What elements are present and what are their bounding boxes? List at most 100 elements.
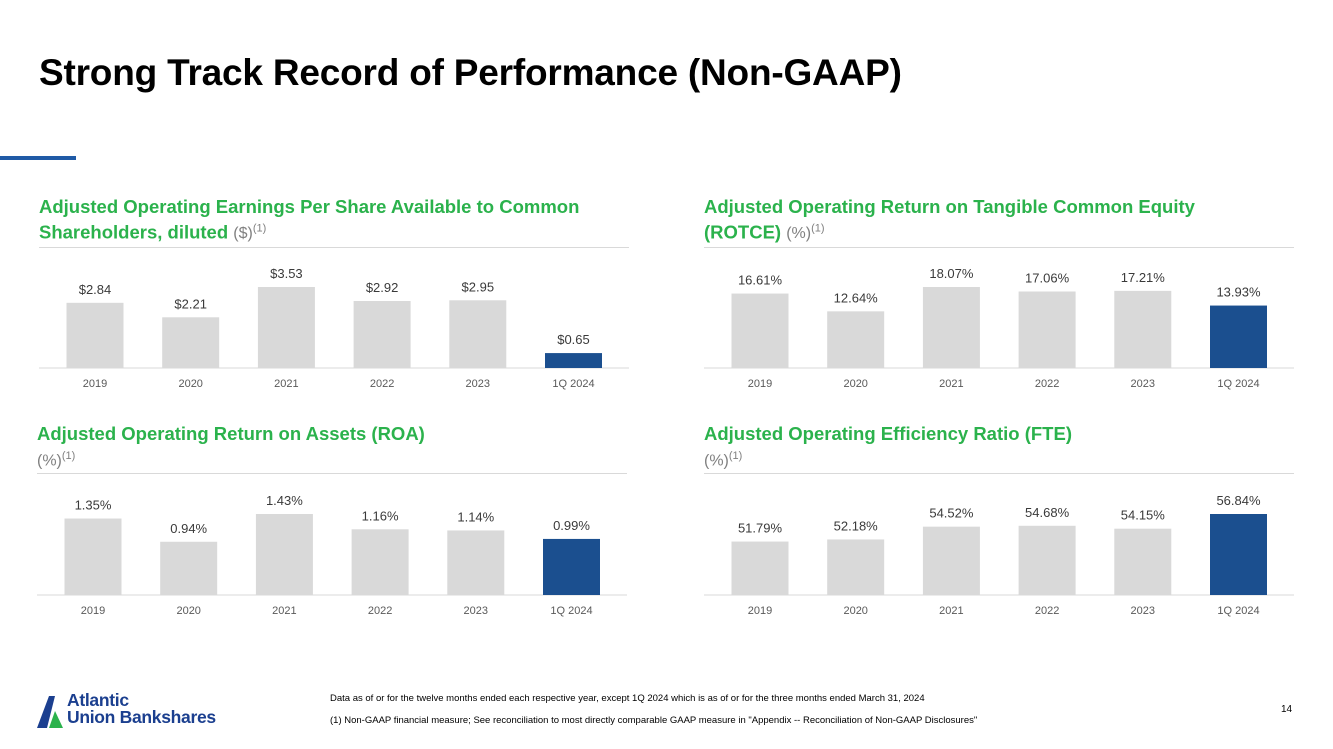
roa-x-tick-label: 2020	[176, 605, 200, 617]
rotce-chart-unit-text: (%)	[786, 225, 812, 243]
rotce-x-tick-label: 2019	[748, 378, 772, 390]
roa-chart-unit: (%)(1)	[37, 445, 627, 472]
efficiency-chart-footnote-marker: (1)	[728, 450, 743, 462]
efficiency-chart-title-text: Adjusted Operating Efficiency Ratio (FTE…	[704, 423, 1072, 444]
rotce-data-label: 16.61%	[738, 273, 783, 288]
eps-bar-2019	[66, 302, 124, 368]
roa-x-tick-label: 2023	[464, 605, 488, 617]
rotce-chart-title-text: Adjusted Operating Return on Tangible Co…	[704, 196, 1195, 243]
roa-bar-2021	[255, 514, 313, 595]
roa-chart-title: Adjusted Operating Return on Assets (ROA…	[37, 423, 627, 472]
eps-bar-2020	[162, 317, 220, 368]
roa-chart-footnote-marker: (1)	[61, 450, 76, 462]
rotce-x-tick-label: 2023	[1131, 378, 1155, 390]
atlantic-union-logo: Atlantic Union Bankshares	[37, 691, 267, 731]
roa-chart: Adjusted Operating Return on Assets (ROA…	[37, 423, 627, 623]
page-number: 14	[1281, 704, 1293, 715]
roa-data-label: 1.35%	[75, 498, 112, 513]
efficiency-data-label: 51.79%	[738, 521, 783, 536]
accent-rule	[0, 156, 76, 160]
eps-data-label: $3.53	[270, 266, 303, 281]
roa-x-tick-label: 2021	[272, 605, 296, 617]
rotce-bar-1q-2024	[1210, 305, 1267, 368]
eps-bar-2023	[449, 300, 507, 368]
roa-chart-plot: 1.35% 2019 0.94% 2020 1.43% 2021 1.16% 2022 1.14…	[37, 493, 627, 617]
logo-line-2: Union Bankshares	[67, 707, 216, 727]
eps-x-tick-label: 2023	[466, 378, 490, 390]
eps-chart-plot: $2.84 2019 $2.21 2020 $3.53 2021 $2.92 2022 $2.9…	[39, 266, 629, 390]
roa-bar-2023	[447, 530, 505, 595]
roa-data-label: 1.16%	[362, 508, 399, 523]
roa-x-tick-label: 1Q 2024	[550, 605, 592, 617]
efficiency-chart-unit-text: (%)	[704, 452, 729, 470]
roa-bar-1q-2024	[543, 538, 600, 595]
page-title: Strong Track Record of Performance (Non-…	[39, 52, 902, 93]
eps-chart-title-text: Adjusted Operating Earnings Per Share Av…	[39, 196, 580, 243]
efficiency-chart-title: Adjusted Operating Efficiency Ratio (FTE…	[704, 423, 1294, 472]
eps-chart-footnote-marker: (1)	[252, 223, 267, 235]
efficiency-bar-2019	[731, 541, 789, 595]
rotce-chart: Adjusted Operating Return on Tangible Co…	[704, 196, 1294, 396]
eps-x-tick-label: 2020	[178, 378, 202, 390]
efficiency-x-tick-label: 2020	[843, 605, 867, 617]
rotce-bar-2020	[827, 311, 885, 368]
rotce-x-tick-label: 2021	[939, 378, 963, 390]
logo-mark-icon	[37, 696, 63, 728]
roa-data-label: 1.14%	[457, 509, 494, 524]
roa-data-label: 1.43%	[266, 493, 303, 508]
roa-x-tick-label: 2019	[81, 605, 105, 617]
eps-chart: Adjusted Operating Earnings Per Share Av…	[39, 196, 629, 396]
efficiency-x-tick-label: 2023	[1131, 605, 1155, 617]
rotce-data-label: 12.64%	[834, 290, 879, 305]
efficiency-x-tick-label: 1Q 2024	[1217, 605, 1259, 617]
efficiency-chart-plot: 51.79% 2019 52.18% 2020 54.52% 2021 54.68% 2022…	[704, 493, 1294, 617]
eps-chart-unit: ($)(1)	[233, 223, 267, 242]
rotce-data-label: 13.93%	[1216, 285, 1261, 300]
efficiency-data-label: 54.52%	[929, 506, 974, 521]
eps-data-label: $2.21	[174, 296, 207, 311]
rotce-chart-footnote-marker: (1)	[811, 223, 825, 235]
efficiency-data-label: 54.15%	[1121, 508, 1166, 523]
rotce-data-label: 17.06%	[1025, 271, 1070, 286]
eps-chart-title: Adjusted Operating Earnings Per Share Av…	[39, 196, 629, 245]
rotce-bar-2019	[731, 293, 789, 368]
rotce-bar-2023	[1114, 290, 1172, 368]
eps-bar-2022	[353, 300, 411, 368]
efficiency-bar-2020	[827, 539, 885, 595]
efficiency-chart-title-rule	[704, 473, 1294, 474]
eps-data-label: $2.95	[462, 279, 495, 294]
eps-x-tick-label: 1Q 2024	[552, 378, 594, 390]
roa-x-tick-label: 2022	[368, 605, 392, 617]
eps-bar-2021	[257, 287, 315, 368]
roa-data-label: 0.99%	[553, 518, 590, 533]
efficiency-data-label: 54.68%	[1025, 505, 1070, 520]
efficiency-bar-2023	[1114, 528, 1172, 595]
roa-chart-title-rule	[37, 473, 627, 474]
roa-bar-2019	[64, 518, 122, 595]
efficiency-x-tick-label: 2019	[748, 605, 772, 617]
rotce-chart-title: Adjusted Operating Return on Tangible Co…	[704, 196, 1264, 245]
efficiency-x-tick-label: 2022	[1035, 605, 1059, 617]
roa-bar-2022	[351, 529, 409, 595]
efficiency-x-tick-label: 2021	[939, 605, 963, 617]
eps-data-label: $2.92	[366, 280, 399, 295]
rotce-bar-2021	[922, 287, 980, 368]
roa-chart-title-text: Adjusted Operating Return on Assets (ROA…	[37, 423, 425, 444]
rotce-data-label: 18.07%	[929, 266, 974, 281]
rotce-chart-unit: (%)(1)	[786, 223, 825, 243]
footnote-data-as-of: Data as of or for the twelve months ende…	[330, 693, 925, 704]
rotce-x-tick-label: 2020	[843, 378, 867, 390]
efficiency-bar-2022	[1018, 525, 1076, 595]
logo-line-1: Atlantic	[67, 690, 129, 710]
efficiency-data-label: 56.84%	[1216, 493, 1261, 508]
footnote-non-gaap: (1) Non-GAAP financial measure; See reco…	[330, 715, 978, 726]
efficiency-chart-unit: (%)(1)	[704, 445, 1294, 472]
roa-chart-unit-text: (%)	[37, 452, 62, 470]
efficiency-data-label: 52.18%	[834, 518, 879, 533]
rotce-chart-title-rule	[704, 247, 1294, 248]
rotce-chart-plot: 16.61% 2019 12.64% 2020 18.07% 2021 17.06% 2022…	[704, 266, 1294, 390]
eps-x-tick-label: 2019	[83, 378, 107, 390]
eps-x-tick-label: 2022	[370, 378, 394, 390]
efficiency-chart: Adjusted Operating Efficiency Ratio (FTE…	[704, 423, 1294, 623]
eps-data-label: $2.84	[79, 282, 112, 297]
